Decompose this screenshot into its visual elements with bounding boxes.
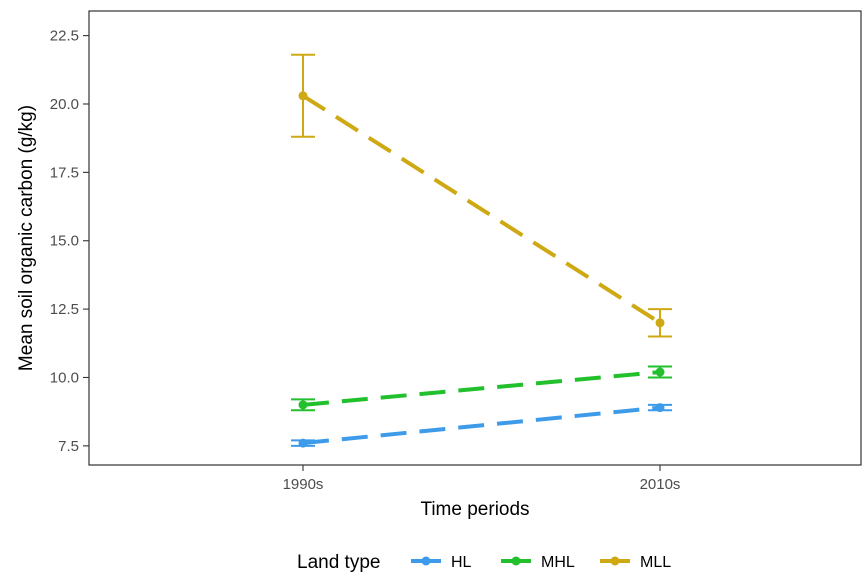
data-point-hl bbox=[298, 438, 308, 448]
plot-panel-border bbox=[88, 10, 862, 466]
legend-key-point-hl bbox=[421, 556, 431, 566]
data-point-hl bbox=[655, 403, 665, 413]
legend-key-point-mhl bbox=[511, 556, 521, 566]
y-tick-label: 10.0 bbox=[50, 369, 79, 386]
series-line-mll bbox=[301, 94, 662, 325]
series-layer bbox=[291, 53, 672, 448]
series-line-hl bbox=[302, 405, 661, 446]
y-tick-label: 20.0 bbox=[50, 96, 79, 113]
y-tick-label: 17.5 bbox=[50, 164, 79, 181]
x-tick-label: 1990s bbox=[283, 476, 324, 493]
data-point-mhl bbox=[298, 400, 308, 410]
y-tick-label: 7.5 bbox=[58, 438, 79, 455]
legend-title: Land type bbox=[297, 552, 380, 573]
legend-label-hl: HL bbox=[451, 554, 472, 571]
y-axis: 7.5 10.0 12.5 15.0 17.5 20.0 22.5 bbox=[50, 28, 89, 455]
legend: Land type HL MHL MLL bbox=[297, 552, 671, 573]
x-axis: 1990s 2010s bbox=[283, 465, 681, 493]
y-tick-label: 22.5 bbox=[50, 28, 79, 45]
data-point-mll bbox=[655, 318, 665, 328]
x-tick-label: 2010s bbox=[640, 476, 681, 493]
legend-key-point-mll bbox=[610, 556, 620, 566]
y-axis-title: Mean soil organic carbon (g/kg) bbox=[16, 105, 37, 371]
data-point-mhl bbox=[655, 367, 665, 377]
legend-label-mhl: MHL bbox=[541, 554, 575, 571]
data-point-mll bbox=[298, 91, 308, 101]
legend-label-mll: MLL bbox=[640, 554, 671, 571]
x-axis-title: Time periods bbox=[420, 499, 529, 520]
y-tick-label: 15.0 bbox=[50, 233, 79, 250]
y-tick-label: 12.5 bbox=[50, 301, 79, 318]
series-line-mhl bbox=[302, 370, 661, 407]
